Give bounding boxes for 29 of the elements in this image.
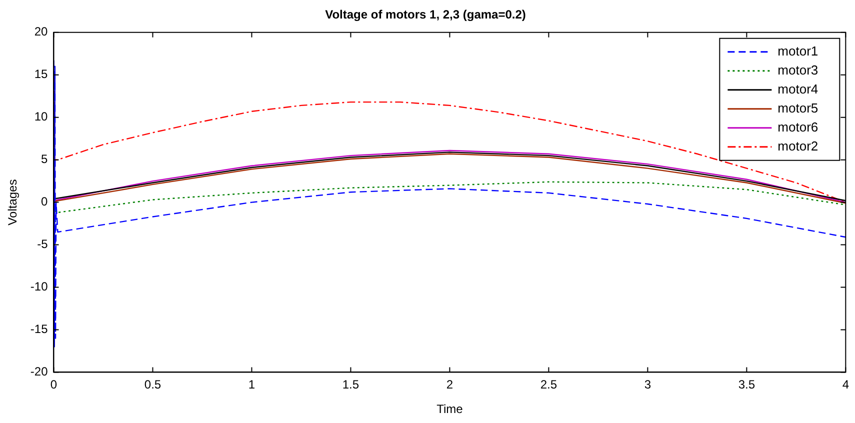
- x-tick-label: 0: [50, 378, 58, 392]
- legend-label: motor6: [778, 119, 818, 134]
- x-tick-label: 3.5: [738, 378, 756, 392]
- y-tick-label: 20: [34, 24, 48, 39]
- y-tick-label: 10: [34, 110, 48, 124]
- y-tick-label: -20: [30, 364, 48, 379]
- x-tick-label: 4: [842, 378, 850, 392]
- y-tick-label: 5: [41, 152, 48, 166]
- x-tick-label: 1: [248, 378, 256, 392]
- legend-label: motor5: [778, 100, 818, 116]
- y-axis-title: Voltages: [6, 179, 20, 226]
- y-tick-label: -15: [30, 322, 48, 336]
- legend-label: motor3: [778, 62, 818, 78]
- x-tick-label: 2.5: [540, 378, 558, 392]
- y-tick-label: -10: [30, 280, 48, 294]
- y-tick-label: 0: [41, 194, 48, 209]
- x-tick-label: 1.5: [342, 378, 360, 392]
- x-tick-label: 3: [644, 378, 652, 392]
- chart-title: Voltage of motors 1, 2,3 (gama=0.2): [325, 8, 526, 22]
- x-axis-title: Time: [436, 402, 464, 416]
- y-tick-label: -5: [37, 237, 48, 252]
- line-series: [54, 60, 846, 348]
- line-series: [54, 181, 846, 246]
- legend-label: motor4: [778, 81, 818, 96]
- y-tick-label: 15: [34, 67, 48, 82]
- x-tick-label: 2: [446, 378, 454, 392]
- legend-label: motor1: [778, 43, 818, 58]
- legend-label: motor2: [778, 138, 818, 154]
- x-tick-label: 0.5: [144, 378, 162, 392]
